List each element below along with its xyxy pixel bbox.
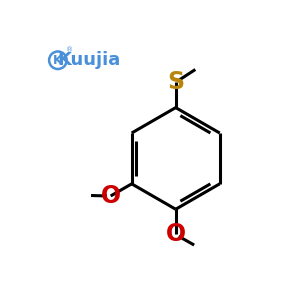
- Text: Kuujia: Kuujia: [57, 51, 121, 69]
- Text: ®: ®: [66, 47, 73, 53]
- Text: K: K: [53, 54, 63, 67]
- Text: S: S: [167, 70, 184, 94]
- Text: O: O: [166, 221, 186, 245]
- Text: O: O: [100, 184, 121, 208]
